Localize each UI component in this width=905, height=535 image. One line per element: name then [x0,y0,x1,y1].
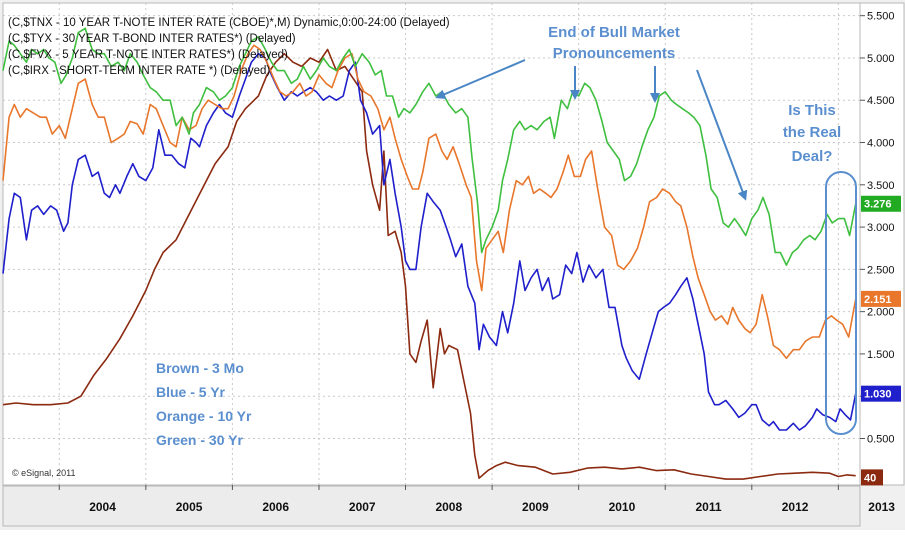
annotation-question-line1: Is This [788,102,836,119]
y-tick-label: 5.000 [867,53,895,65]
x-tick-label: 2009 [522,500,549,514]
annotation-bull-line1: End of Bull Market [548,24,680,41]
x-tick-label: 2006 [262,500,289,514]
y-tick-label: 5.500 [867,11,895,23]
y-tick-label: 3.500 [867,180,895,192]
y-tick-label: 1.500 [867,349,895,361]
legend-line-fvx: (C,$FVX - 5 YEAR T-NOTE INTER RATES*) (D… [8,49,288,61]
series-line [2,27,857,266]
arrow-2012 [696,69,748,201]
annotation-question-line3: Deal? [792,148,833,165]
key-green: Green - 30 Yr [156,432,243,448]
legend-line-tnx: (C,$TNX - 10 YEAR T-NOTE INTER RATE (CBO… [8,17,450,29]
annotation-bull: End of Bull Market Pronouncements [548,24,680,62]
last-value-badge [861,385,901,402]
last-value-labels: 3.276 2.151 1.030 40 [861,195,901,486]
annotation-bull-line2: Pronouncements [553,45,676,62]
x-axis-panel [2,485,861,527]
x-tick-label: 2007 [349,500,376,514]
last-value-badge [861,195,901,212]
last-value-badge [861,469,883,486]
key-orange: Orange - 10 Yr [156,408,252,424]
last-value-text: 40 [864,472,876,484]
series-line [2,52,857,431]
series-line [2,48,856,480]
annotation-arrows [435,59,748,201]
series-line [2,44,857,359]
x-tick-label: 2008 [435,500,462,514]
key-blue: Blue - 5 Yr [156,384,226,400]
y-tick-label: 4.000 [867,138,895,150]
gridlines [3,3,860,485]
last-value-text: 2.151 [864,294,892,306]
x-tick-label: 2012 [782,500,809,514]
y-tick-label: 2.500 [867,264,895,276]
series-layer [2,27,857,480]
x-tick-label: 2010 [609,500,636,514]
x-tick-label: 2004 [89,500,116,514]
series-key: Brown - 3 Mo Blue - 5 Yr Orange - 10 Yr … [156,360,252,448]
y-tick-label: 4.500 [867,95,895,107]
x-tick-label: 2013 [868,500,895,514]
key-brown: Brown - 3 Mo [156,360,244,376]
annotation-question-line2: the Real [783,124,841,141]
y-axis-panel [859,2,905,486]
y-tick-label: 0.500 [867,433,895,445]
last-value-text: 3.276 [864,199,892,211]
x-tick-label: 2011 [695,500,721,514]
highlight-ellipse [825,171,857,435]
arrow-2008 [435,59,526,99]
x-axis: 2004 2005 2006 2007 2008 2009 2010 2011 2012 2013 [58,485,895,514]
legend-line-tyx: (C,$TYX - 30 YEAR T-BOND INTER RATES*) (… [8,33,296,45]
y-tick-label: 2.000 [867,307,895,319]
last-value-text: 1.030 [864,389,892,401]
x-tick-label: 2005 [176,500,203,514]
legend-line-irx: (C,$IRX - SHORT-TERM INTER RATE *) (Dela… [8,65,270,77]
last-value-badge [861,290,901,307]
legend-header: (C,$TNX - 10 YEAR T-NOTE INTER RATE (CBO… [8,17,450,77]
copyright-text: © eSignal, 2011 [12,468,76,478]
y-tick-label: 3.000 [867,222,895,234]
annotation-question: Is This the Real Deal? [783,102,841,165]
